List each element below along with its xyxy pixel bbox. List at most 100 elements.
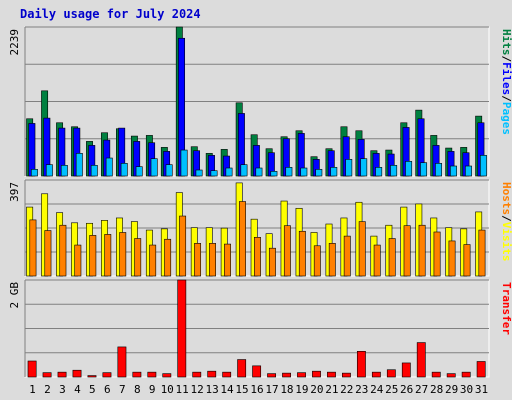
bar-transfer-day-11: [177, 279, 187, 378]
bar-transfer-day-27: [416, 342, 426, 378]
bar-hosts-day-15: [239, 201, 246, 277]
bar-pages-day-2: [45, 164, 53, 177]
bar-hosts-day-12: [194, 243, 202, 277]
bar-pages-day-16: [255, 167, 263, 177]
side-label-part: Visits: [500, 222, 512, 262]
bar-hosts-day-1: [29, 219, 37, 277]
day-label-9: 9: [149, 383, 156, 396]
day-label-6: 6: [104, 383, 111, 396]
side-label-part: Pages: [500, 102, 512, 135]
bar-files-day-1: [28, 123, 36, 177]
bar-transfer-day-4: [72, 369, 82, 378]
bar-pages-day-12: [195, 169, 203, 177]
day-label-15: 15: [235, 383, 248, 396]
bar-pages-day-28: [435, 163, 443, 177]
side-label-part: /: [500, 56, 512, 63]
bar-transfer-day-13: [207, 370, 217, 378]
bar-transfer-day-24: [371, 371, 381, 378]
day-label-11: 11: [176, 383, 189, 396]
chart-title: Daily usage for July 2024: [20, 7, 201, 21]
bar-hosts-day-31: [478, 229, 486, 277]
bar-hosts-day-25: [388, 238, 396, 277]
bar-pages-day-11: [180, 149, 188, 177]
bar-transfer-day-12: [192, 371, 202, 378]
panel-transfer-max-label: 2 GB: [8, 282, 21, 309]
bar-pages-day-3: [60, 165, 68, 177]
bar-pages-day-23: [360, 158, 368, 177]
bar-pages-day-24: [375, 167, 383, 177]
bar-hosts-day-22: [343, 235, 351, 277]
bar-hosts-day-4: [74, 244, 82, 277]
bar-transfer-day-22: [342, 372, 351, 378]
bar-hosts-day-17: [268, 247, 276, 277]
day-label-29: 29: [445, 383, 458, 396]
bar-transfer-day-7: [117, 346, 127, 378]
day-label-13: 13: [205, 383, 218, 396]
bar-pages-day-10: [165, 164, 173, 177]
bar-transfer-day-14: [222, 371, 232, 378]
bar-transfer-day-16: [252, 365, 262, 378]
bar-pages-day-1: [30, 169, 38, 177]
panel-visits-side-label: Hosts/Visits: [500, 182, 512, 262]
bar-pages-day-6: [105, 157, 113, 177]
day-label-3: 3: [59, 383, 66, 396]
bar-hosts-day-14: [224, 243, 231, 277]
day-label-30: 30: [460, 383, 473, 396]
day-label-7: 7: [119, 383, 126, 396]
bar-pages-day-18: [285, 167, 293, 177]
day-label-26: 26: [400, 383, 413, 396]
day-label-4: 4: [74, 383, 81, 396]
day-label-23: 23: [355, 383, 368, 396]
side-label-part: Transfer: [500, 282, 512, 335]
bar-hosts-day-7: [119, 232, 127, 277]
bar-hosts-day-26: [403, 225, 411, 277]
day-label-1: 1: [29, 383, 36, 396]
day-label-10: 10: [161, 383, 174, 396]
bar-transfer-day-30: [461, 371, 471, 378]
bar-transfer-day-10: [162, 373, 172, 378]
bar-pages-day-17: [270, 171, 278, 177]
side-label-part: /: [500, 215, 512, 222]
bar-pages-day-21: [330, 167, 338, 177]
bar-hosts-day-21: [328, 243, 336, 277]
day-label-24: 24: [370, 383, 384, 396]
day-label-20: 20: [310, 383, 323, 396]
bar-transfer-day-9: [147, 371, 157, 378]
bar-transfer-day-3: [57, 371, 67, 378]
bar-transfer-day-23: [356, 350, 366, 378]
bar-hosts-day-27: [418, 224, 426, 277]
bar-pages-day-20: [315, 169, 323, 177]
bar-hosts-day-10: [164, 238, 172, 277]
bar-transfer-day-19: [297, 372, 306, 378]
day-label-18: 18: [280, 383, 293, 396]
day-label-19: 19: [295, 383, 308, 396]
bar-transfer-day-2: [42, 372, 52, 378]
bar-pages-day-9: [150, 158, 158, 177]
bar-hosts-day-11: [179, 215, 187, 277]
bar-transfer-day-26: [401, 362, 411, 378]
bar-transfer-day-28: [431, 371, 441, 378]
bar-pages-day-4: [75, 153, 83, 177]
day-label-25: 25: [385, 383, 398, 396]
day-label-2: 2: [44, 383, 51, 396]
bar-pages-day-19: [300, 167, 308, 177]
bar-transfer-day-25: [386, 369, 396, 378]
bar-hosts-day-2: [44, 230, 52, 277]
bar-transfer-day-5: [87, 375, 97, 378]
bar-hosts-day-13: [209, 243, 216, 277]
day-label-21: 21: [325, 383, 338, 396]
bar-transfer-day-8: [132, 371, 142, 378]
bar-pages-day-22: [345, 159, 353, 177]
bar-hosts-day-3: [59, 224, 67, 277]
bar-transfer-day-18: [282, 372, 291, 378]
bar-hosts-day-18: [283, 225, 291, 277]
bar-hosts-day-16: [254, 237, 261, 277]
bar-pages-day-30: [465, 165, 472, 177]
bar-pages-day-25: [390, 165, 398, 177]
bar-transfer-day-17: [267, 373, 277, 378]
bar-pages-day-29: [450, 165, 457, 177]
bar-pages-day-31: [480, 155, 487, 177]
bar-pages-day-27: [420, 162, 428, 177]
bar-transfer-day-31: [476, 361, 486, 378]
